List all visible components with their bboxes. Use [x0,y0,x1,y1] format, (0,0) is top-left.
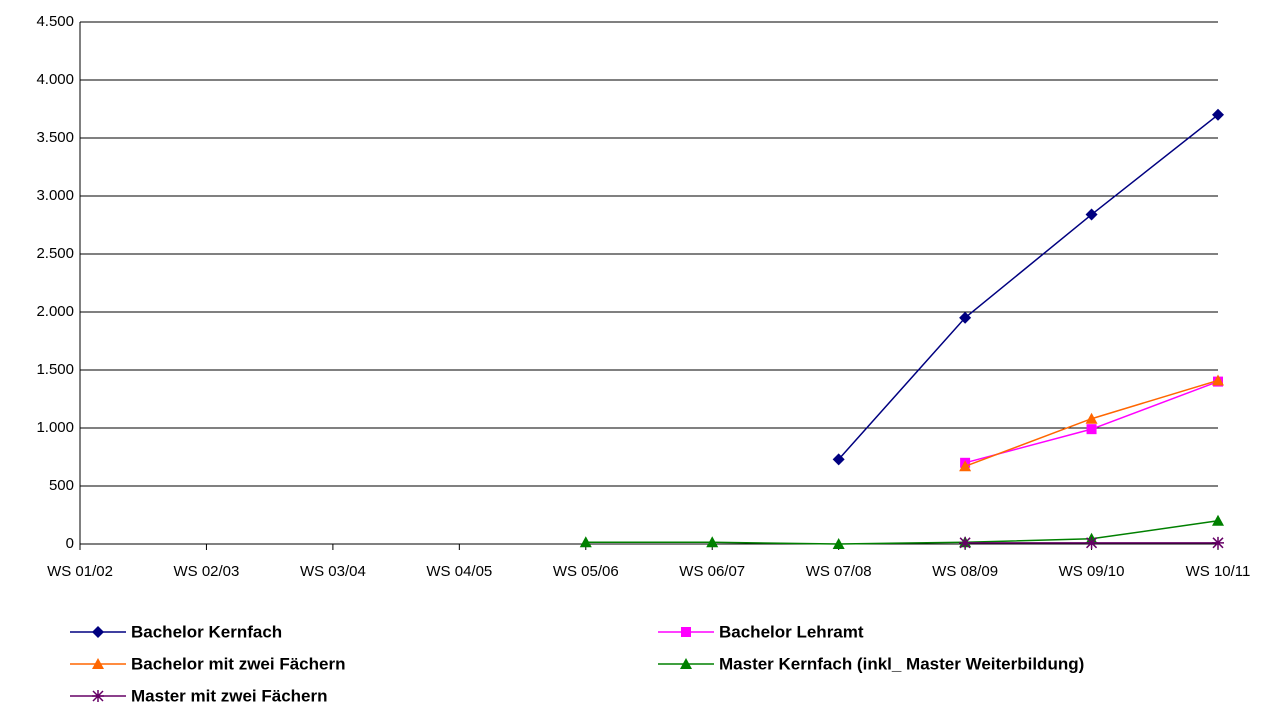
x-tick-label: WS 10/11 [1186,563,1251,580]
marker [579,536,592,548]
marker [1212,108,1224,121]
series-line [838,114,1219,460]
y-tick-label: 4.000 [36,71,74,88]
x-tick-label: WS 01/02 [47,563,113,580]
x-tick-label: WS 07/08 [806,563,872,580]
x-tick-label: WS 04/05 [426,563,492,580]
x-tick-label: WS 08/09 [932,563,998,580]
legend-label: Bachelor Kernfach [131,622,282,641]
y-tick-label: 3.000 [36,187,74,204]
marker [959,460,972,472]
y-tick-label: 1.500 [36,361,74,378]
legend-label: Bachelor Lehramt [719,622,864,641]
y-tick-label: 0 [66,535,74,552]
legend-marker [680,658,692,669]
legend-label: Bachelor mit zwei Fächern [131,654,345,673]
legend-marker [92,690,104,702]
series-line [585,520,1219,545]
y-tick-label: 2.000 [36,303,74,320]
x-tick-label: WS 06/07 [679,563,745,580]
marker [1212,514,1224,526]
legend-label: Master Kernfach (inkl_ Master Weiterbild… [719,654,1084,673]
marker [706,536,719,548]
marker [959,536,972,549]
marker [832,538,845,549]
marker [1085,536,1098,549]
marker [1085,412,1098,424]
marker [959,311,972,324]
y-tick-label: 2.500 [36,245,74,262]
legend-label: Master mit zwei Fächern [131,686,328,705]
y-tick-label: 1.000 [36,419,74,436]
y-tick-label: 500 [49,477,74,494]
marker [1212,536,1224,549]
legend-marker [92,626,104,638]
marker [1212,374,1224,386]
y-tick-label: 4.500 [36,13,74,30]
x-tick-label: WS 02/03 [174,563,240,580]
marker [1085,208,1098,221]
x-tick-label: WS 09/10 [1059,563,1125,580]
y-tick-label: 3.500 [36,129,74,146]
legend-marker [681,627,691,637]
legend-marker [92,658,104,669]
x-tick-label: WS 03/04 [300,563,366,580]
marker [1086,424,1097,435]
x-tick-label: WS 05/06 [553,563,619,580]
marker [832,453,845,466]
